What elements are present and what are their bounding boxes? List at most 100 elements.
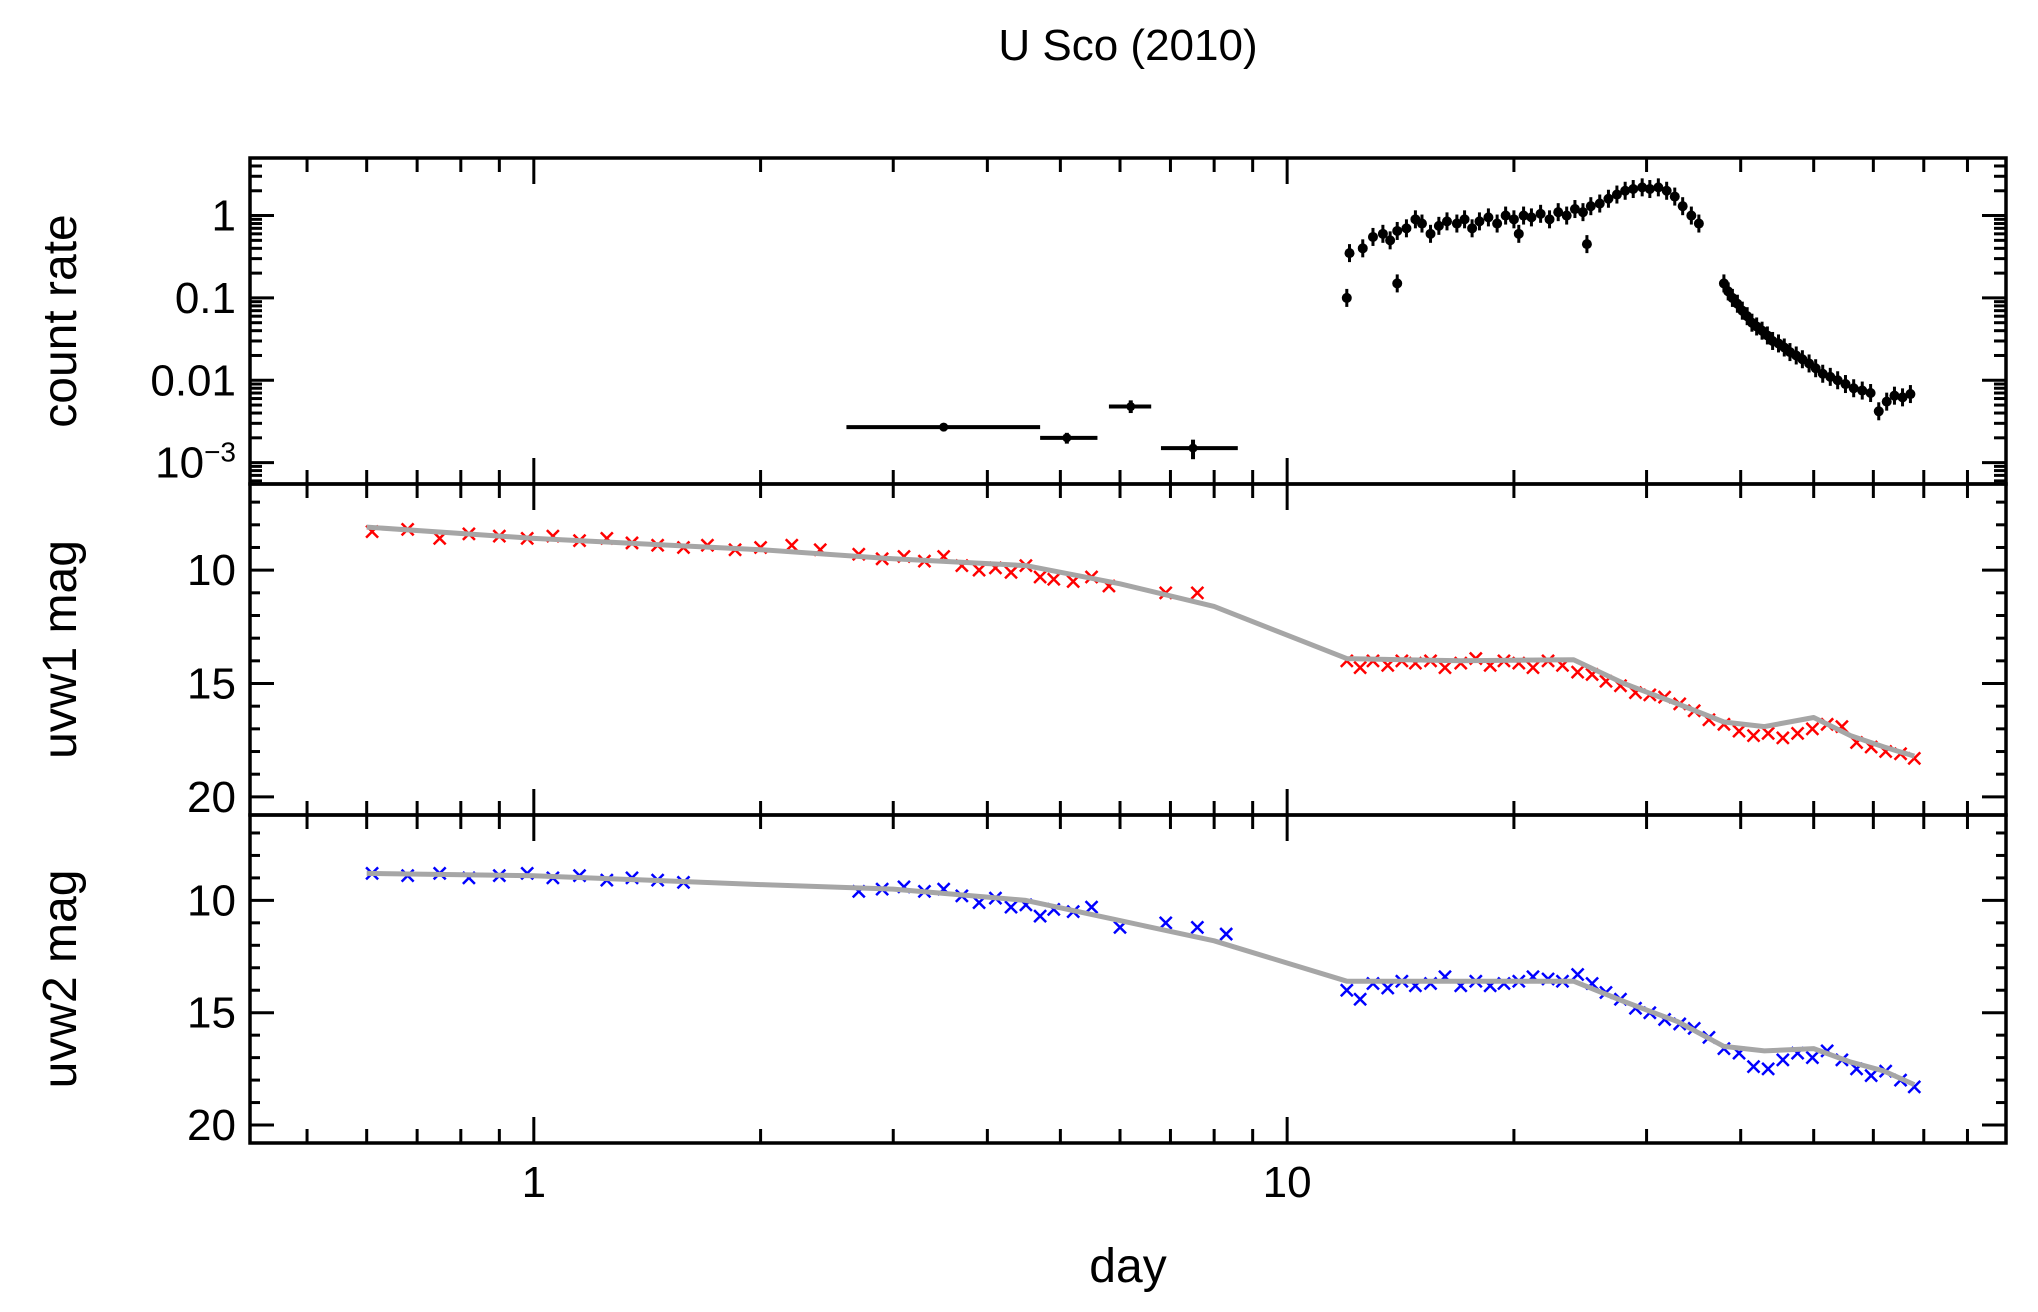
data-point	[1158, 915, 1173, 930]
y-axis-label: uvw2 mag	[34, 870, 87, 1089]
data-point	[1570, 967, 1585, 982]
model-curve	[366, 524, 1916, 759]
data-point	[1810, 363, 1821, 374]
y-tick-label: 0.01	[150, 356, 236, 405]
data-point	[1004, 900, 1018, 914]
panel-frame	[248, 156, 2008, 486]
data-point	[1865, 388, 1876, 399]
data-point	[1603, 193, 1614, 204]
data-point	[1425, 228, 1436, 239]
series-uvw2	[365, 866, 1922, 1094]
panel-uvw2: 10 15 20 uvw2 mag	[34, 813, 2008, 1150]
data-point	[1732, 298, 1743, 309]
x-tick-label: 1	[522, 1158, 546, 1207]
data-point	[1611, 189, 1622, 200]
data-point	[1401, 223, 1412, 234]
data-point	[1380, 981, 1395, 995]
data-point	[1188, 443, 1198, 453]
data-point	[1761, 726, 1776, 741]
data-point	[1620, 185, 1631, 196]
series-uvw2-model	[366, 870, 1916, 1087]
panel-frame	[248, 482, 2008, 817]
data-point	[1570, 665, 1585, 680]
data-point	[1817, 368, 1828, 379]
data-point	[1653, 182, 1664, 193]
data-point	[1451, 218, 1462, 229]
data-point	[1718, 278, 1729, 289]
y-tick-label: 1	[212, 192, 236, 241]
data-point	[1775, 731, 1790, 745]
data-point	[1561, 210, 1572, 221]
data-point	[972, 563, 986, 578]
data-point	[1353, 992, 1368, 1007]
data-point	[1033, 909, 1048, 923]
data-point	[1746, 1059, 1761, 1074]
panel-uvw1: 10 15 20 uvw1 mag	[34, 482, 2008, 822]
data-point	[1433, 220, 1444, 231]
panel-count: 1 0.1 0.01 10−3 count rate	[34, 156, 2008, 488]
data-point	[1594, 198, 1605, 209]
data-point	[1474, 216, 1485, 227]
data-point	[1897, 392, 1908, 403]
data-point	[1219, 927, 1234, 941]
data-point	[1790, 726, 1805, 741]
data-point	[1392, 225, 1403, 236]
data-point	[1392, 278, 1403, 289]
y-tick-label: 10−3	[155, 437, 236, 488]
data-point	[1033, 570, 1048, 584]
data-point	[1353, 660, 1368, 675]
y-tick-label: 10	[187, 546, 236, 595]
data-point	[1492, 218, 1503, 229]
data-point	[1467, 223, 1478, 234]
y-axis-label: count rate	[34, 214, 87, 427]
data-point	[1569, 204, 1580, 215]
series-x-ray-upper-limits	[846, 400, 1238, 460]
data-point	[1581, 239, 1592, 250]
data-point	[1526, 212, 1537, 223]
data-point	[1004, 565, 1018, 580]
chart-title: U Sco (2010)	[998, 21, 1257, 70]
data-point	[1367, 231, 1378, 242]
data-point	[1344, 248, 1355, 259]
data-point	[1459, 214, 1470, 225]
y-tick-label: 10	[187, 876, 236, 925]
data-point	[1046, 572, 1061, 587]
data-point	[1416, 218, 1427, 229]
data-point	[1686, 210, 1697, 221]
data-point	[1190, 920, 1205, 935]
y-tick-label: 15	[187, 660, 236, 709]
data-point	[1126, 402, 1136, 412]
data-point	[1518, 210, 1529, 221]
data-point	[1585, 201, 1596, 212]
data-point	[1857, 385, 1868, 396]
data-point	[1693, 218, 1704, 229]
model-curve	[366, 870, 1916, 1087]
data-point	[1775, 1052, 1790, 1067]
data-point	[1677, 201, 1688, 212]
data-point	[1905, 389, 1916, 400]
data-point	[1339, 983, 1354, 998]
x-tick-label: 10	[1263, 1158, 1312, 1207]
series-x-ray-count-rate	[1341, 178, 1916, 421]
data-point	[1661, 185, 1672, 196]
data-point	[1526, 660, 1540, 675]
data-point	[939, 422, 949, 432]
data-point	[1553, 207, 1564, 218]
data-point	[1761, 1061, 1776, 1076]
data-point	[1535, 208, 1546, 219]
y-tick-label: 0.1	[175, 274, 236, 323]
x-axis-label: day	[1089, 1240, 1166, 1293]
data-point	[1669, 191, 1680, 202]
data-point	[1508, 214, 1519, 225]
data-point	[1732, 724, 1746, 738]
data-point	[1190, 585, 1205, 600]
data-point	[1513, 228, 1524, 239]
data-point	[1062, 433, 1072, 443]
data-point	[1441, 216, 1452, 227]
series-uvw1	[365, 522, 1922, 766]
data-point	[1889, 390, 1900, 401]
panel-frame	[248, 813, 2008, 1145]
data-point	[1577, 207, 1588, 218]
data-point	[1377, 228, 1388, 239]
data-point	[1341, 292, 1352, 303]
